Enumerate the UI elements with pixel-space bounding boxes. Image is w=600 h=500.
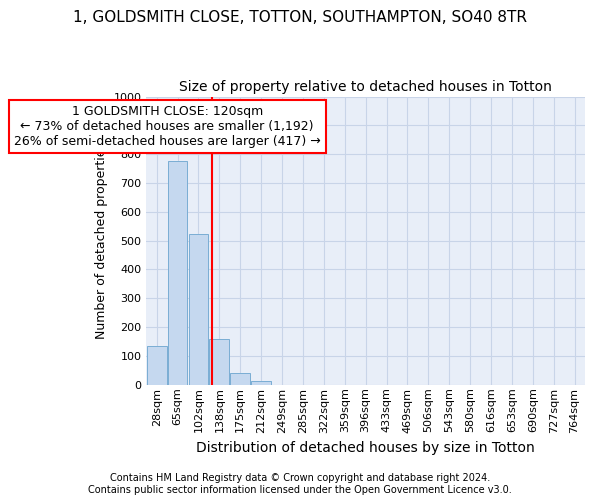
Bar <box>251 382 271 385</box>
X-axis label: Distribution of detached houses by size in Totton: Distribution of detached houses by size … <box>196 441 535 455</box>
Bar <box>147 346 167 385</box>
Text: 1, GOLDSMITH CLOSE, TOTTON, SOUTHAMPTON, SO40 8TR: 1, GOLDSMITH CLOSE, TOTTON, SOUTHAMPTON,… <box>73 10 527 25</box>
Text: Contains HM Land Registry data © Crown copyright and database right 2024.
Contai: Contains HM Land Registry data © Crown c… <box>88 474 512 495</box>
Bar <box>188 234 208 385</box>
Title: Size of property relative to detached houses in Totton: Size of property relative to detached ho… <box>179 80 552 94</box>
Bar <box>230 373 250 385</box>
Text: 1 GOLDSMITH CLOSE: 120sqm
← 73% of detached houses are smaller (1,192)
26% of se: 1 GOLDSMITH CLOSE: 120sqm ← 73% of detac… <box>14 105 320 148</box>
Y-axis label: Number of detached properties: Number of detached properties <box>95 142 108 339</box>
Bar <box>167 160 187 385</box>
Bar <box>209 339 229 385</box>
